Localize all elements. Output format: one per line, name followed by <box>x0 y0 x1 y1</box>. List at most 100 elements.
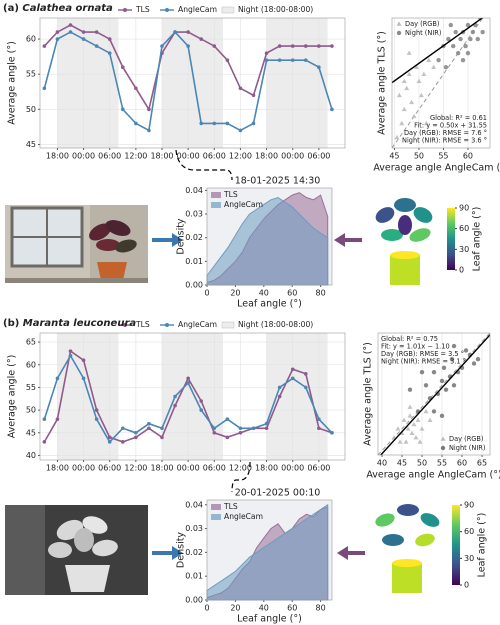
data-layer <box>206 503 329 601</box>
colorbar-tick-label: 30 <box>459 245 469 254</box>
scatter-point <box>455 50 461 56</box>
series-point <box>212 426 217 431</box>
series-point <box>238 86 243 91</box>
y-tick-label: 0.03 <box>185 524 203 533</box>
axes-frame <box>206 187 333 286</box>
series-point <box>107 51 112 55</box>
scatter-point <box>475 356 481 362</box>
x-axis-label: Leaf angle (°) <box>237 614 302 625</box>
series-point <box>94 408 99 412</box>
legend-label: TLS <box>135 320 150 329</box>
x-tick-label: 12:00 <box>124 152 147 161</box>
series-point <box>303 58 308 62</box>
series-point <box>55 417 60 421</box>
scatter-point <box>403 439 409 444</box>
series-point <box>277 394 282 399</box>
series-point <box>317 426 321 431</box>
x-tick-label: 18:00 <box>255 464 278 473</box>
scatter-point <box>451 343 457 349</box>
y-tick-label: 60 <box>26 35 36 44</box>
x-tick-label: 12:00 <box>124 464 147 473</box>
x-tick-label: 60 <box>463 152 473 161</box>
scatter-point <box>423 120 429 126</box>
x-tick-label: 00:00 <box>72 464 95 473</box>
colorbar-tick-label: 0 <box>459 266 464 275</box>
series-point <box>225 121 230 126</box>
series-point <box>55 37 60 41</box>
data-layer <box>42 23 334 133</box>
series-point <box>199 121 204 126</box>
x-tick-label: 65 <box>477 459 487 468</box>
series-point <box>173 30 177 34</box>
series-point <box>277 58 282 62</box>
legend-label: Day (RGB) <box>449 435 483 443</box>
x-tick-label: 12:00 <box>229 152 252 161</box>
legend-swatch <box>211 202 221 208</box>
scatter-point <box>431 64 437 69</box>
x-tick-label: 00:00 <box>281 464 304 473</box>
series-point <box>68 23 73 27</box>
x-tick-label: 40 <box>377 459 387 468</box>
x-tick-label: 0 <box>204 604 209 613</box>
scatter-point <box>426 57 432 62</box>
series-point <box>317 44 321 48</box>
series-point <box>134 435 138 440</box>
x-tick-label: 60 <box>287 289 297 298</box>
series-point <box>107 435 112 440</box>
axes-frame <box>391 17 491 149</box>
plant-render-b <box>375 504 440 593</box>
scatter-point <box>423 383 429 388</box>
scatter-point <box>394 134 400 140</box>
y-tick-label: 0.04 <box>185 186 203 195</box>
timestamp: 20-01-2025 00:10 <box>235 488 321 499</box>
scatter-point <box>451 383 457 388</box>
scatter-point <box>407 404 413 409</box>
x-tick-label: 60 <box>457 459 467 468</box>
x-tick-label: 55 <box>438 152 448 161</box>
axes-frame <box>206 499 333 601</box>
series-point <box>94 44 99 48</box>
series-point <box>81 358 86 363</box>
legend-marker <box>440 445 446 451</box>
series-point <box>186 376 190 381</box>
colorbar-label: Leaf angle (°) <box>477 513 488 578</box>
series-point <box>42 440 47 444</box>
series-point <box>173 394 177 399</box>
scatter-point <box>409 99 415 105</box>
series-point <box>277 44 282 48</box>
x-tick-label: 50 <box>417 459 427 468</box>
scatter-point <box>409 430 415 436</box>
series-point <box>120 426 125 431</box>
legend-swatch <box>211 514 221 520</box>
colorbar-label: Leaf angle (°) <box>472 207 483 272</box>
colorbar-tick-label: 60 <box>464 527 474 536</box>
series-point <box>317 417 321 421</box>
y-tick-label: 0.02 <box>185 548 203 557</box>
y-tick-label: 0.03 <box>185 210 203 219</box>
scatter-point <box>397 439 403 444</box>
y-tick-label: 45 <box>26 428 36 437</box>
scatter-point <box>407 413 413 418</box>
x-tick-label: 00:00 <box>177 152 200 161</box>
fit-line <box>392 18 484 84</box>
stats-annotation: Night (NIR): RMSE = 3.6 ° <box>402 137 487 145</box>
colorbar-tick-label: 90 <box>464 501 474 510</box>
series-point <box>290 58 295 62</box>
species-name: Maranta leuconeura <box>23 318 137 329</box>
y-tick-label: 65 <box>26 338 36 347</box>
x-tick-label: 20 <box>230 289 240 298</box>
data-layer <box>378 333 490 455</box>
x-tick-label: 80 <box>316 604 326 613</box>
series-point <box>186 381 190 385</box>
scatter-point <box>465 50 471 56</box>
plot-area <box>392 18 490 148</box>
scatter-point <box>423 408 429 414</box>
series-point <box>264 51 269 55</box>
scatter-point <box>415 417 421 422</box>
series-point <box>147 107 151 112</box>
series-point <box>303 372 308 376</box>
series-point <box>330 430 334 435</box>
series-point <box>134 430 138 435</box>
series-point <box>134 86 138 91</box>
panel-title: (a) Calathea ornata <box>3 3 113 14</box>
